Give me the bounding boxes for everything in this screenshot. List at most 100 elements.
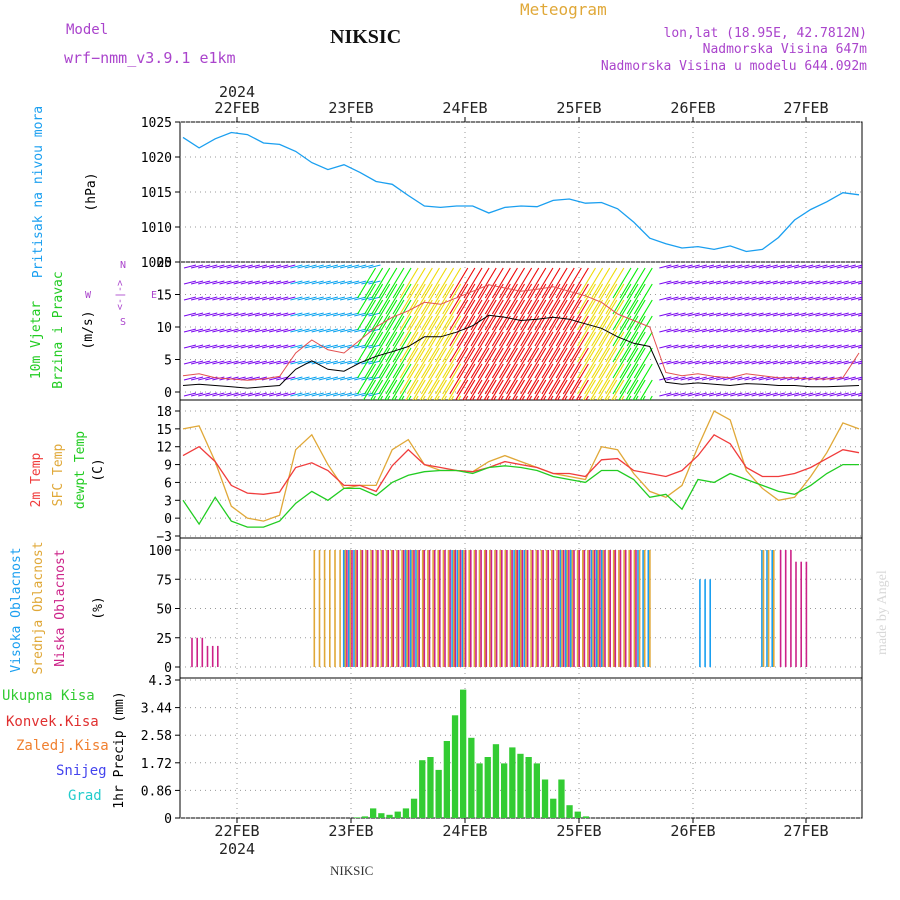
wind-barb bbox=[435, 283, 455, 315]
wind-barb bbox=[377, 379, 391, 400]
wind-barb bbox=[744, 312, 757, 317]
cloud-bar bbox=[339, 550, 341, 667]
wind-barb bbox=[589, 379, 604, 400]
wind-barb bbox=[247, 328, 260, 333]
wind-barb bbox=[297, 360, 310, 365]
wind-barb bbox=[297, 392, 310, 397]
wind-barb bbox=[598, 299, 618, 331]
cloud-bar bbox=[196, 637, 198, 668]
wind-barb bbox=[687, 264, 700, 269]
cloud-bar bbox=[211, 645, 214, 667]
wind-barb bbox=[498, 315, 518, 347]
wind-barb bbox=[325, 344, 339, 349]
wind-barbs bbox=[183, 264, 862, 400]
wind-barb bbox=[527, 363, 547, 395]
wind-barb bbox=[405, 379, 419, 400]
wind-barb bbox=[364, 347, 384, 379]
cloud-bar bbox=[451, 550, 453, 667]
wind-barb bbox=[829, 296, 842, 301]
cloud-bar bbox=[612, 550, 615, 667]
wind-barb bbox=[190, 296, 204, 301]
wind-barb bbox=[619, 283, 639, 315]
cloud-bar bbox=[473, 550, 476, 667]
precip-bar bbox=[370, 808, 377, 818]
wind-barb bbox=[758, 328, 771, 333]
cloud-unit-label: (%) bbox=[91, 596, 106, 619]
wind-barb bbox=[772, 360, 785, 365]
wind-barb bbox=[765, 296, 778, 301]
wind-barb bbox=[569, 299, 589, 331]
wind-barb bbox=[673, 392, 686, 397]
cloud-bar bbox=[406, 550, 408, 667]
wind-barb bbox=[829, 312, 842, 317]
wind-barb bbox=[212, 312, 225, 317]
wind-barb bbox=[843, 280, 856, 285]
wind-barb bbox=[406, 267, 426, 299]
wind-barb bbox=[391, 379, 405, 400]
wind-barb bbox=[758, 296, 771, 301]
wind-barb bbox=[829, 280, 842, 285]
wind-barb bbox=[808, 360, 821, 365]
wind-barb bbox=[673, 280, 686, 285]
wind-barb bbox=[836, 376, 849, 381]
wind-barb bbox=[491, 331, 511, 363]
wind-barb bbox=[701, 280, 715, 285]
wind-barb bbox=[442, 363, 462, 395]
wind-barb bbox=[666, 328, 679, 333]
wind-barb bbox=[413, 283, 433, 315]
wind-barb bbox=[680, 376, 693, 381]
wind-barb bbox=[659, 376, 672, 381]
cloud-bar bbox=[439, 550, 441, 667]
wind-barb bbox=[548, 363, 568, 395]
wind-barb bbox=[219, 392, 232, 397]
y-tick-label: 1025 bbox=[141, 116, 172, 131]
wind-barb bbox=[794, 264, 807, 269]
wind-barb bbox=[779, 312, 793, 317]
wind-barb bbox=[205, 296, 218, 301]
wind-barb bbox=[325, 312, 339, 317]
wind-barb bbox=[836, 344, 849, 349]
wind-barb bbox=[240, 344, 253, 349]
wind-barb bbox=[269, 328, 282, 333]
wind-barb bbox=[815, 296, 828, 301]
wind-barb bbox=[240, 296, 253, 301]
wind-barb bbox=[399, 299, 419, 331]
wind-barb bbox=[758, 312, 771, 317]
cloud-bar bbox=[370, 550, 372, 667]
wind-barb bbox=[357, 267, 377, 299]
wind-barb bbox=[687, 376, 700, 381]
wind-barb bbox=[435, 347, 455, 379]
wind-barb bbox=[240, 280, 253, 285]
cloud-bar bbox=[570, 550, 572, 667]
wind-barb bbox=[836, 264, 849, 269]
wind-barb bbox=[212, 360, 225, 365]
wind-barb bbox=[311, 360, 324, 365]
wind-barb bbox=[626, 363, 646, 395]
wind-barb bbox=[339, 344, 353, 349]
wind-barb bbox=[506, 315, 526, 347]
wind-barb bbox=[555, 331, 575, 363]
wind-barb bbox=[190, 376, 204, 381]
wind-barb bbox=[619, 267, 639, 299]
wind-barb bbox=[779, 392, 793, 397]
cloud-bar bbox=[771, 550, 773, 667]
y-tick-label: 100 bbox=[149, 544, 172, 559]
wind-barb bbox=[605, 283, 625, 315]
wind-barb bbox=[708, 296, 722, 301]
y-tick-label: 15 bbox=[156, 423, 172, 438]
wind-barb bbox=[555, 315, 575, 347]
wind-barb bbox=[715, 360, 729, 365]
wind-barb bbox=[680, 360, 693, 365]
cloud-bar bbox=[564, 550, 567, 667]
wind-barb bbox=[779, 280, 793, 285]
wind-barb bbox=[822, 328, 835, 333]
wind-barb bbox=[744, 264, 757, 269]
wind-barb bbox=[794, 328, 807, 333]
wind-barb bbox=[513, 331, 533, 363]
precip-bar bbox=[410, 798, 418, 818]
wind-barb bbox=[619, 299, 639, 331]
wind-barb bbox=[723, 328, 736, 333]
wind-barb bbox=[562, 267, 582, 299]
wind-barb bbox=[470, 331, 490, 363]
cloud-bar bbox=[458, 550, 460, 667]
